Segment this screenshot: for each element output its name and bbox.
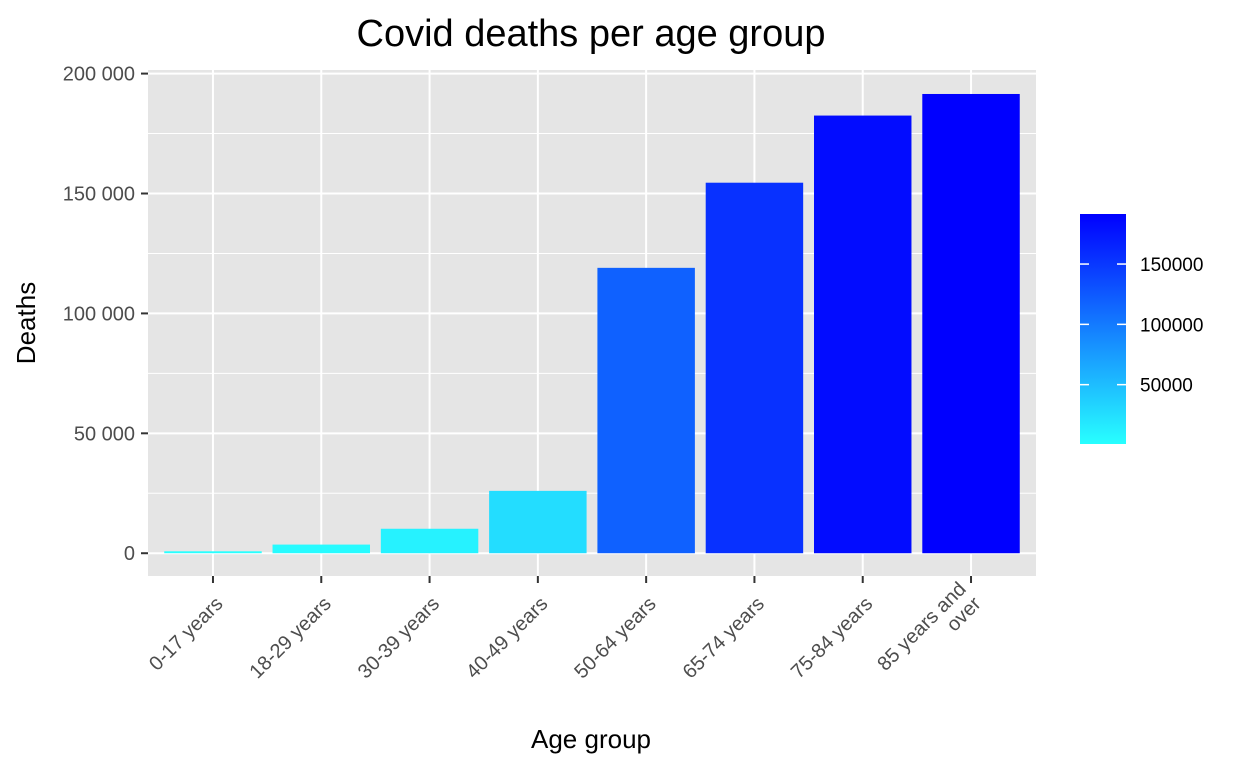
color-legend: 50000 100000 150000	[1080, 214, 1203, 444]
bar-50-64-years	[597, 267, 695, 554]
x-tick-label-line: 65-74 years	[679, 593, 769, 683]
y-tick-label: 150 000	[63, 184, 135, 206]
x-tick-label-line: 75-84 years	[787, 593, 877, 683]
x-tick-label-line: 18-29 years	[246, 593, 336, 683]
y-tick-label: 100 000	[63, 303, 135, 325]
colorbar-tick-label: 100000	[1140, 315, 1203, 336]
colorbar	[1080, 214, 1126, 444]
x-tick-label: 30-39 years	[354, 593, 444, 683]
x-tick-label: 18-29 years	[246, 593, 336, 683]
x-tick-label: 65-74 years	[679, 593, 769, 683]
bars	[164, 93, 1020, 554]
y-axis: 0 50 000 100 000 150 000 200 000	[63, 64, 148, 565]
x-axis: 0-17 years 18-29 years 30-39 years 40-49 ye…	[145, 576, 986, 683]
bar-18-29-years	[272, 544, 370, 554]
bar-40-49-years	[489, 490, 587, 554]
bar-30-39-years	[380, 528, 479, 554]
y-tick-label: 50 000	[74, 423, 135, 445]
x-tick-label-line: 40-49 years	[462, 593, 552, 683]
bar-0-17-years	[164, 551, 262, 554]
chart-title: Covid deaths per age group	[357, 13, 826, 55]
x-tick-label: 40-49 years	[462, 593, 552, 683]
bar-65-74-years	[705, 182, 804, 554]
colorbar-tick-label: 150000	[1140, 255, 1203, 276]
bar-85-years-and-over	[922, 93, 1020, 554]
x-tick-label-line: 0-17 years	[145, 593, 227, 675]
colorbar-tick-label: 50000	[1140, 376, 1193, 397]
y-tick-label: 200 000	[63, 64, 135, 86]
y-axis-title: Deaths	[11, 282, 41, 364]
x-tick-label: 0-17 years	[145, 593, 227, 675]
x-tick-label-line: 30-39 years	[354, 593, 444, 683]
x-axis-title: Age group	[531, 724, 651, 754]
x-tick-label: 75-84 years	[787, 593, 877, 683]
x-tick-label: 50-64 years	[570, 593, 660, 683]
y-tick-label: 0	[124, 543, 135, 565]
bar-75-84-years	[814, 115, 912, 554]
x-tick-label-line: 50-64 years	[570, 593, 660, 683]
